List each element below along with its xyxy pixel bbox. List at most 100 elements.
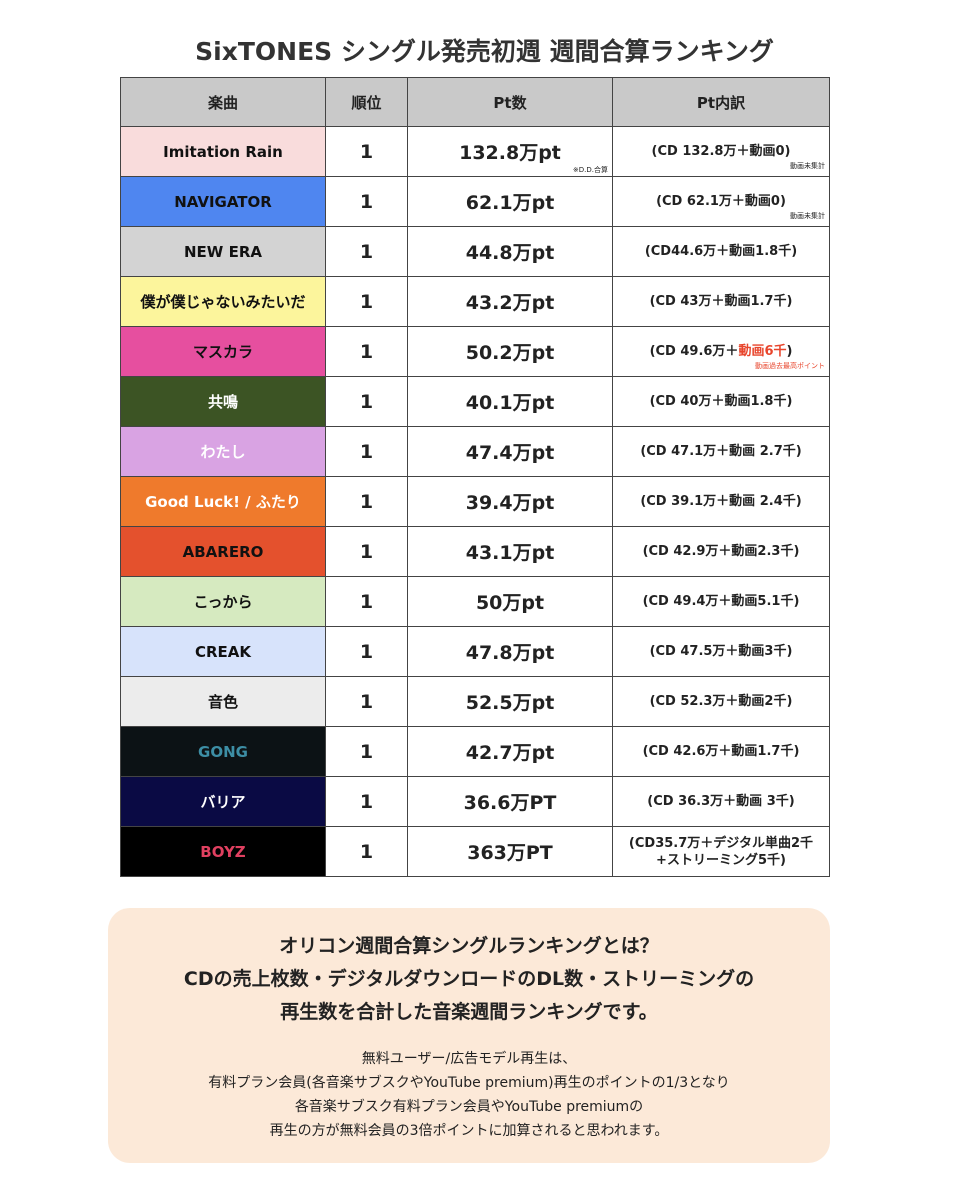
body-line: 無料ユーザー/広告モデル再生は、 [361,1051,577,1067]
song-cell: ABARERO [120,526,326,577]
rank-cell: 1 [325,326,408,377]
breakdown-cell: (CD44.6万＋動画1.8千) [612,226,830,277]
rank-cell: 1 [325,776,408,827]
rank-cell: 1 [325,676,408,727]
row: ABARERO 1 43.1万pt (CD 42.9万＋動画2.3千) [120,526,830,577]
song-cell: NEW ERA [120,226,326,277]
header-cell: Pt数 [407,77,613,127]
pt-value: 50万pt [475,592,545,614]
breakdown-part: ) [786,344,793,359]
pt-value: 43.1万pt [465,542,555,564]
rank-cell: 1 [325,376,408,427]
breakdown-cell: (CD 52.3万＋動画2千) [612,676,830,727]
song-cell: NAVIGATOR [120,176,326,227]
row: 音色 1 52.5万pt (CD 52.3万＋動画2千) [120,676,830,727]
body-line: 再生の方が無料会員の3倍ポイントに加算されると思われます。 [269,1123,669,1139]
pt-cell: 43.2万pt [407,276,613,327]
pt-value: 47.8万pt [465,642,555,664]
breakdown-line: (CD 39.1万＋動画 2.4千) [640,494,802,509]
breakdown-part: (CD 49.6万＋ [649,344,739,359]
breakdown-line: (CD 49.4万＋動画5.1千) [642,594,800,609]
pt-value: 43.2万pt [465,292,555,314]
pt-cell: 47.4万pt [407,426,613,477]
title: SixTONES シングル発売初週 週間合算ランキング [195,37,774,66]
pt-value: 36.6万PT [463,792,557,814]
song-cell: わたし [120,426,326,477]
pt-value: 363万PT [467,842,553,864]
song-cell: Imitation Rain [120,126,326,177]
header-cell: Pt内訳 [612,77,830,127]
song-cell: GONG [120,726,326,777]
row: 共鳴 1 40.1万pt (CD 40万＋動画1.8千) [120,376,830,427]
pt-value: 50.2万pt [465,342,555,364]
pt-value: 39.4万pt [465,492,555,514]
heading-line: オリコン週間合算シングルランキングとは？ [279,935,659,957]
breakdown-line: (CD35.7万＋デジタル単曲2千 [628,835,814,851]
rank-cell: 1 [325,626,408,677]
pt-value: 44.8万pt [465,242,555,264]
pt-value: 40.1万pt [465,392,555,414]
pt-value: 42.7万pt [465,742,555,764]
breakdown-line: (CD 62.1万＋動画0) [656,194,786,209]
song-cell: マスカラ [120,326,326,377]
breakdown-line: (CD 36.3万＋動画 3千) [647,794,795,809]
row: バリア 1 36.6万PT (CD 36.3万＋動画 3千) [120,776,830,827]
breakdown-cell: (CD 36.3万＋動画 3千) [612,776,830,827]
song-cell: こっから [120,576,326,627]
breakdown-cell: (CD 39.1万＋動画 2.4千) [612,476,830,527]
row: こっから 1 50万pt (CD 49.4万＋動画5.1千) [120,576,830,627]
song-cell: Good Luck! / ふたり [120,476,326,527]
row: マスカラ 1 50.2万pt (CD 49.6万＋動画6千) 動画過去最高ポイント [120,326,830,377]
row: BOYZ 1 363万PT (CD35.7万＋デジタル単曲2千 +ストリーミング5千) [120,826,830,877]
row: わたし 1 47.4万pt (CD 47.1万＋動画 2.7千) [120,426,830,477]
pt-cell: 50.2万pt [407,326,613,377]
breakdown-cell: (CD 49.4万＋動画5.1千) [612,576,830,627]
pt-value: 132.8万pt [459,142,561,164]
row: NAVIGATOR 1 62.1万pt (CD 62.1万＋動画0) 動画未集計 [120,176,830,227]
rank-cell: 1 [325,126,408,177]
breakdown-line: (CD 47.5万＋動画3千) [649,644,793,659]
breakdown-cell: (CD35.7万＋デジタル単曲2千 +ストリーミング5千) [612,826,830,877]
breakdown-cell: (CD 49.6万＋動画6千) 動画過去最高ポイント [612,326,830,377]
body-line: 各音楽サブスク有料プラン会員やYouTube premiumの [294,1099,644,1115]
breakdown-note: 動画未集計 [790,212,825,220]
breakdown-cell: (CD 42.6万＋動画1.7千) [612,726,830,777]
pt-cell: 44.8万pt [407,226,613,277]
song-cell: 音色 [120,676,326,727]
pt-cell: 39.4万pt [407,476,613,527]
pt-cell: 36.6万PT [407,776,613,827]
breakdown-cell: (CD 62.1万＋動画0) 動画未集計 [612,176,830,227]
song-cell: 共鳴 [120,376,326,427]
header-row: 楽曲 順位 Pt数 Pt内訳 [120,77,830,127]
song-cell: BOYZ [120,826,326,877]
pt-note: ※D.D.合算 [572,166,608,174]
pt-cell: 43.1万pt [407,526,613,577]
row: GONG 1 42.7万pt (CD 42.6万＋動画1.7千) [120,726,830,777]
breakdown-cell: (CD 40万＋動画1.8千) [612,376,830,427]
song-cell: CREAK [120,626,326,677]
header-cell: 楽曲 [120,77,326,127]
rank-cell: 1 [325,826,408,877]
breakdown-note: 動画未集計 [790,162,825,170]
rank-cell: 1 [325,176,408,227]
heading-line: CDの売上枚数・デジタルダウンロードのDL数・ストリーミングの [183,968,755,990]
breakdown-line: (CD 43万＋動画1.7千) [649,294,793,309]
breakdown-part: 動画6千 [738,344,787,359]
pt-cell: 132.8万pt ※D.D.合算 [407,126,613,177]
row: NEW ERA 1 44.8万pt (CD44.6万＋動画1.8千) [120,226,830,277]
song-cell: バリア [120,776,326,827]
pt-value: 52.5万pt [465,692,555,714]
header-cell: 順位 [325,77,408,127]
row: 僕が僕じゃないみたいだ 1 43.2万pt (CD 43万＋動画1.7千) [120,276,830,327]
breakdown-cell: (CD 43万＋動画1.7千) [612,276,830,327]
breakdown-line: (CD 132.8万＋動画0) [651,144,791,159]
ranking-table: 楽曲 順位 Pt数 Pt内訳 Imitation Rain 1 132.8万pt ※D.D.… [120,77,830,877]
rank-cell: 1 [325,726,408,777]
pt-value: 47.4万pt [465,442,555,464]
pt-cell: 62.1万pt [407,176,613,227]
row: Imitation Rain 1 132.8万pt ※D.D.合算 (CD 132.8万… [120,126,830,177]
breakdown-line: (CD 52.3万＋動画2千) [649,694,793,709]
heading-line: 再生数を合計した音楽週間ランキングです。 [280,1001,658,1023]
breakdown-cell: (CD 47.1万＋動画 2.7千) [612,426,830,477]
note-heading: オリコン週間合算シングルランキングとは？ CDの売上枚数・デジタルダウンロードのD… [108,930,830,1029]
